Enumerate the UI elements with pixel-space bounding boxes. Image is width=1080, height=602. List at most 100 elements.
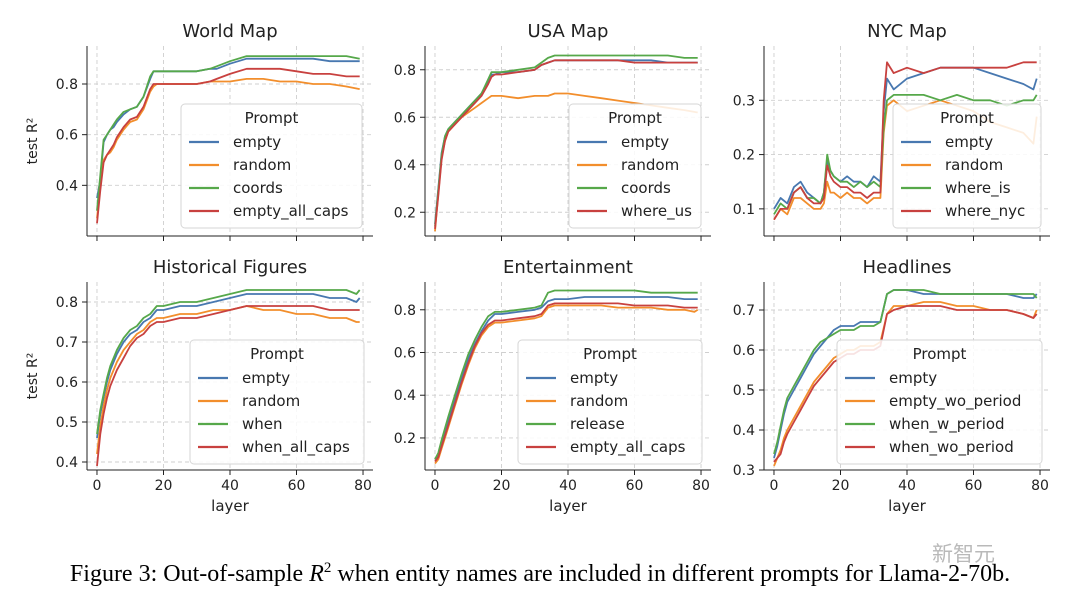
y-axis-label: test R² bbox=[25, 353, 41, 400]
legend-label-when: when bbox=[242, 415, 283, 433]
series-line-when_all_caps bbox=[96, 305, 360, 467]
chart-panel-4: 0 20 40 60 80 0.4 0.5 0.6 0.7 0.8 Historical Figur… bbox=[25, 257, 373, 515]
caption-math-base: R bbox=[309, 561, 324, 587]
x-tick-label: 80 bbox=[1031, 478, 1049, 494]
x-tick-label: 40 bbox=[221, 478, 239, 494]
y-tick-label: 0.4 bbox=[733, 423, 755, 439]
legend-label-empty_wo_period: empty_wo_period bbox=[889, 392, 1021, 411]
y-tick-label: 0.1 bbox=[733, 202, 755, 218]
series-line-coords bbox=[96, 55, 360, 211]
legend-title: Prompt bbox=[245, 109, 299, 127]
chart-panel-2: 0.2 0.4 0.6 0.8 USA Map Prompt empty random coor… bbox=[394, 21, 711, 241]
y-tick-label: 0.7 bbox=[733, 303, 755, 319]
figure-caption: Figure 3: Out-of-sample R2 when entity n… bbox=[0, 560, 1080, 588]
chart-title: USA Map bbox=[528, 21, 609, 42]
series-line-where_nyc bbox=[773, 61, 1037, 221]
caption-text-b: when entity names are included in differ… bbox=[337, 561, 1011, 587]
legend-label-where_us: where_us bbox=[621, 202, 692, 221]
legend: Prompt empty random coords empty_all_caps bbox=[180, 103, 363, 229]
x-tick-label: 40 bbox=[559, 478, 577, 494]
y-tick-label: 0.6 bbox=[394, 110, 416, 126]
legend-title: Prompt bbox=[583, 345, 637, 363]
y-tick-label: 0.8 bbox=[56, 77, 78, 93]
legend-box bbox=[189, 339, 365, 465]
chart-title: Entertainment bbox=[503, 257, 633, 278]
x-tick-label: 80 bbox=[354, 478, 372, 494]
series-line-when bbox=[96, 289, 361, 435]
series-line-coords bbox=[434, 54, 698, 227]
legend-title: Prompt bbox=[250, 345, 304, 363]
caption-math-exp: 2 bbox=[323, 560, 332, 576]
legend-label-empty: empty bbox=[570, 369, 618, 387]
legend-label-random: random bbox=[242, 392, 300, 410]
legend-title: Prompt bbox=[608, 109, 662, 127]
x-axis-label: layer bbox=[211, 497, 249, 515]
y-tick-label: 0.5 bbox=[56, 415, 78, 431]
chart-title: NYC Map bbox=[867, 21, 947, 42]
y-tick-label: 0.2 bbox=[394, 205, 416, 221]
chart-panel-6: 0 20 40 60 80 0.3 0.4 0.5 0.6 0.7 Headlines layer Pr… bbox=[733, 257, 1050, 515]
chart-title: Historical Figures bbox=[153, 257, 307, 278]
legend-box bbox=[180, 103, 363, 229]
y-tick-label: 0.2 bbox=[394, 431, 416, 447]
legend-title: Prompt bbox=[913, 345, 967, 363]
legend-label-empty: empty bbox=[233, 133, 281, 151]
caption-label: Figure 3: bbox=[69, 561, 158, 587]
y-axis-label: test R² bbox=[25, 118, 41, 165]
legend-label-where_is: where_is bbox=[945, 179, 1011, 198]
y-tick-label: 0.6 bbox=[394, 346, 416, 362]
chart-panel-1: 0.4 0.6 0.8 World Map test R² Prompt empty rand… bbox=[25, 21, 373, 241]
legend-label-empty_all_caps: empty_all_caps bbox=[570, 438, 686, 457]
chart-panel-5: 0 20 40 60 80 0.2 0.4 0.6 0.8 Entertainment layer P… bbox=[394, 257, 711, 515]
series-line-empty bbox=[434, 296, 698, 460]
legend-label-random: random bbox=[945, 156, 1003, 174]
legend: Prompt empty random where_is where_nyc bbox=[892, 103, 1042, 229]
series-line-release bbox=[434, 289, 698, 460]
x-tick-label: 20 bbox=[155, 478, 173, 494]
legend-box bbox=[892, 103, 1042, 229]
chart-title: Headlines bbox=[863, 257, 952, 278]
legend-label-empty: empty bbox=[945, 133, 993, 151]
x-tick-label: 60 bbox=[288, 478, 306, 494]
y-tick-label: 0.8 bbox=[56, 295, 78, 311]
series-line-empty bbox=[96, 293, 361, 439]
y-tick-label: 0.8 bbox=[394, 303, 416, 319]
y-tick-label: 0.3 bbox=[733, 93, 755, 109]
legend-label-empty: empty bbox=[889, 369, 937, 387]
caption-text-a: Out-of-sample bbox=[163, 561, 304, 587]
series-line-when_w_period bbox=[773, 289, 1038, 455]
legend-label-release: release bbox=[570, 415, 625, 433]
watermark: 新智元 bbox=[932, 542, 995, 566]
legend-label-empty_all_caps: empty_all_caps bbox=[233, 202, 349, 221]
legend: Prompt empty empty_wo_period when_w_periodw… bbox=[836, 339, 1043, 465]
x-axis-label: layer bbox=[888, 497, 926, 515]
x-tick-label: 60 bbox=[965, 478, 983, 494]
y-tick-label: 0.6 bbox=[56, 128, 78, 144]
x-tick-label: 0 bbox=[93, 478, 102, 494]
x-tick-label: 80 bbox=[692, 478, 710, 494]
legend-label-where_nyc: where_nyc bbox=[945, 202, 1025, 221]
y-tick-label: 0.8 bbox=[394, 63, 416, 79]
x-axis-label: layer bbox=[549, 497, 587, 515]
legend: Prompt empty random coords where_us bbox=[568, 103, 702, 229]
y-tick-label: 0.4 bbox=[394, 158, 416, 174]
y-tick-label: 0.4 bbox=[56, 178, 78, 194]
series-line-empty_all_caps bbox=[96, 67, 360, 224]
series-line-random bbox=[96, 305, 360, 455]
legend-label-random: random bbox=[233, 156, 291, 174]
legend-label-when_wo_period: when_wo_period bbox=[889, 438, 1014, 457]
legend: Prompt empty random when when_all_caps bbox=[189, 339, 365, 465]
x-tick-label: 20 bbox=[493, 478, 511, 494]
chart-panel-3: 0.1 0.2 0.3 NYC Map Prompt empty random where_i… bbox=[733, 21, 1050, 241]
legend: Prompt empty random release empty_all_caps bbox=[517, 339, 703, 465]
y-tick-label: 0.4 bbox=[394, 388, 416, 404]
series-line-where_us bbox=[434, 59, 698, 229]
legend-label-coords: coords bbox=[621, 179, 671, 197]
legend-label-when_all_caps: when_all_caps bbox=[242, 438, 350, 457]
legend-label-coords: coords bbox=[233, 179, 283, 197]
x-tick-label: 20 bbox=[832, 478, 850, 494]
y-tick-label: 0.6 bbox=[733, 343, 755, 359]
y-tick-label: 0.6 bbox=[56, 375, 78, 391]
y-tick-label: 0.2 bbox=[733, 148, 755, 164]
y-tick-label: 0.5 bbox=[733, 383, 755, 399]
